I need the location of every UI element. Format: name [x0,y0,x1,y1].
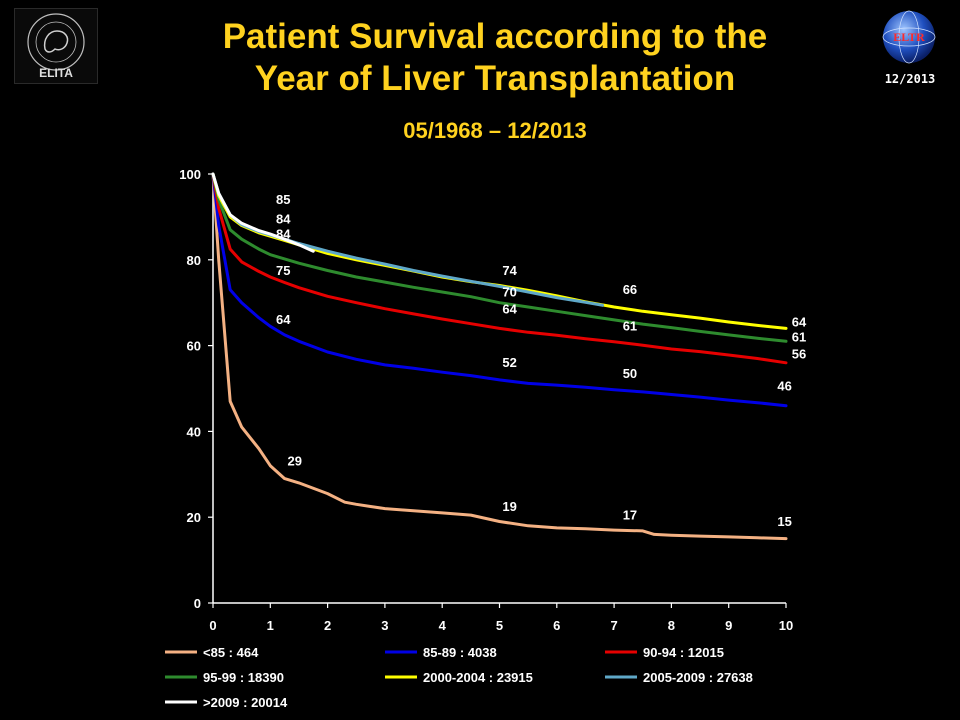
legend-label: 90-94 : 12015 [643,645,724,660]
x-tick-label: 0 [209,618,216,633]
slide-subtitle: 05/1968 – 12/2013 [403,118,587,143]
x-tick-label: 3 [381,618,388,633]
title-line-1: Patient Survival according to the [222,17,768,56]
data-label: 61 [623,319,637,334]
logo-ring [27,13,85,71]
data-label: 84 [276,211,291,226]
title-line-2: Year of Liver Transplantation [254,59,736,98]
data-label: 50 [623,366,637,381]
series-line-6 [211,172,315,253]
data-label: 85 [276,192,290,207]
data-label: 66 [623,282,637,297]
x-tick-label: 6 [553,618,560,633]
elita-logo-graphic: ELITA [27,13,85,80]
series-line-1 [211,172,788,408]
data-label: 64 [792,314,807,329]
x-tick-label: 4 [439,618,447,633]
logo-inner-ring [35,21,77,63]
x-tick-label: 8 [668,618,675,633]
data-label: 84 [276,226,291,241]
legend-label: >2009 : 20014 [203,695,288,710]
series-line-0 [211,172,788,541]
slide-title: Patient Survival according to the Year o… [110,16,880,100]
data-label: 15 [777,514,791,529]
globe-latitude [882,27,936,47]
y-tick-label: 40 [187,424,201,439]
data-label: 70 [502,284,516,299]
data-label: 17 [623,507,637,522]
x-tick-label: 2 [324,618,331,633]
liver-icon [43,30,69,53]
data-label: 64 [502,301,517,316]
x-tick-label: 9 [725,618,732,633]
x-tick-label: 7 [610,618,617,633]
corner-date: 12/2013 [884,72,936,86]
data-label: 64 [276,312,291,327]
logo-left-label: ELITA [39,66,73,80]
series-line-2 [211,172,788,365]
y-tick-label: 20 [187,510,201,525]
series-line-4 [211,172,788,330]
data-label: 56 [792,346,806,361]
globe-icon [883,11,935,63]
elita-logo: ELITA [14,8,98,84]
data-label: 46 [777,379,791,394]
y-tick-label: 100 [179,167,201,182]
x-tick-label: 10 [779,618,793,633]
data-label: 74 [502,263,517,278]
legend-label: 85-89 : 4038 [423,645,497,660]
data-label: 75 [276,263,290,278]
data-label: 52 [502,355,516,370]
y-tick-label: 60 [187,339,201,354]
eltr-globe-graphic: ELTR [882,10,936,64]
data-label: 29 [287,454,301,469]
data-label: 61 [792,329,806,344]
legend-label: 2000-2004 : 23915 [423,670,533,685]
globe-meridian [898,10,920,64]
legend-label: 2005-2009 : 27638 [643,670,753,685]
legend-label: <85 : 464 [203,645,259,660]
y-tick-label: 0 [194,596,201,611]
y-tick-label: 80 [187,253,201,268]
eltr-logo: ELTR [880,8,938,66]
legend-label: 95-99 : 18390 [203,670,284,685]
series-line-3 [211,172,788,343]
x-tick-label: 1 [267,618,274,633]
x-tick-label: 5 [496,618,503,633]
logo-right-label: ELTR [893,30,925,44]
data-label: 19 [502,499,516,514]
